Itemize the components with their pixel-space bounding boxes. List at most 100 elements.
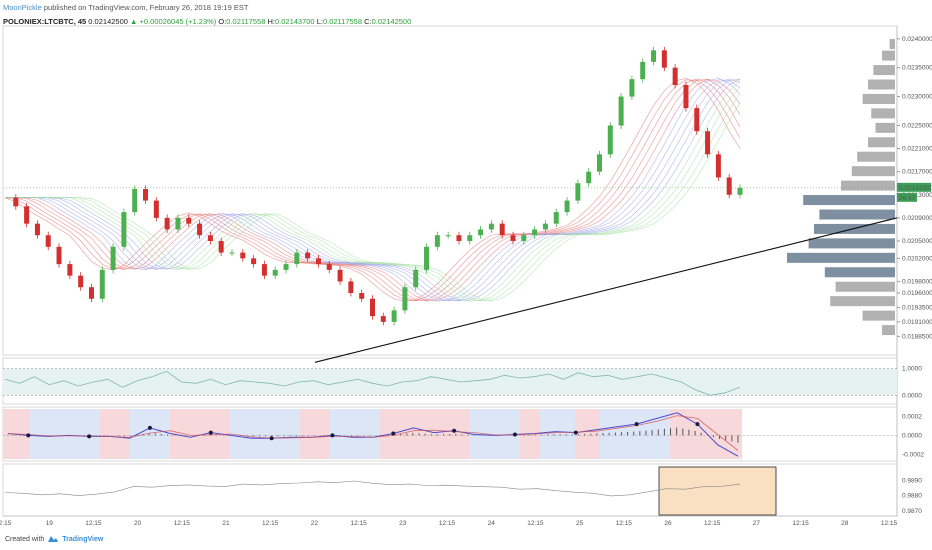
- ohlc-bar: POLONIEX:LTCBTC, 45 0.02142500 ▲ +0.0002…: [3, 17, 411, 26]
- candle-body: [542, 223, 548, 230]
- macd-cross-dot: [573, 430, 578, 435]
- highlight-box: [658, 466, 777, 516]
- candle-body: [272, 269, 278, 276]
- ratio-tick-label: 0.9880: [902, 493, 922, 500]
- candle-body: [532, 229, 538, 236]
- author-link[interactable]: MoonPickle: [3, 3, 42, 12]
- candle-body: [110, 246, 116, 270]
- ma-ribbon-line: [5, 79, 741, 301]
- candle-body: [251, 258, 257, 265]
- volume-profile-bar: [787, 252, 895, 263]
- macd-cross-dot: [391, 431, 396, 436]
- candle-body: [683, 85, 689, 109]
- candle-body: [488, 223, 494, 230]
- footer: Created with TradingView: [5, 536, 103, 543]
- candle-body: [510, 235, 516, 241]
- low-label: L:: [316, 17, 323, 26]
- open-value: 0.02117558: [226, 17, 266, 26]
- macd-tick-label: 0.0000: [902, 432, 922, 439]
- time-tick-label: 19: [46, 520, 54, 527]
- time-tick-label: 12:15: [174, 520, 191, 527]
- candle-body: [305, 252, 311, 259]
- ratio-line: [4, 480, 741, 497]
- time-tick-label: 12:15: [616, 520, 633, 527]
- candle-body: [99, 269, 105, 299]
- current-time-tag: [897, 192, 917, 202]
- time-tick-label: 28: [841, 520, 849, 527]
- candle-body: [56, 246, 62, 265]
- volume-profile-bar: [862, 93, 895, 104]
- volume-profile-bar: [841, 180, 895, 191]
- tradingview-logo-icon: [48, 536, 59, 543]
- candle-body: [370, 298, 375, 317]
- current-price-label: 0.02142500: [899, 185, 932, 192]
- macd-signal-line: [7, 415, 739, 451]
- candle-body: [467, 235, 473, 241]
- oscillator-tick-label: 1.0000: [902, 366, 922, 373]
- publish-info: MoonPickle published on TradingView.com,…: [3, 3, 248, 12]
- symbol-label: POLONIEX:LTCBTC, 45: [3, 17, 87, 26]
- candle-body: [413, 269, 419, 288]
- candle-body: [586, 171, 592, 184]
- candle-body: [197, 223, 203, 236]
- ratio-tick-label: 0.9870: [902, 508, 922, 515]
- volume-profile-bar: [882, 325, 895, 336]
- ma-ribbon-line: [4, 78, 741, 302]
- candle-body: [596, 154, 602, 172]
- volume-profile-bar: [862, 310, 895, 321]
- time-tick-label: 22: [311, 520, 319, 527]
- volume-profile-bar: [868, 137, 895, 148]
- ma-ribbon-line: [5, 79, 741, 301]
- candle-body: [359, 293, 365, 299]
- volume-profile-bar: [868, 79, 895, 90]
- volume-profile-bar: [882, 50, 895, 61]
- candle-body: [67, 264, 73, 276]
- macd-bg-band: [670, 409, 742, 459]
- volume-profile-bar: [875, 122, 895, 133]
- candle-body: [337, 269, 343, 282]
- tradingview-brand[interactable]: TradingView: [62, 536, 104, 543]
- candle-body: [424, 246, 430, 270]
- candle-body: [445, 235, 451, 237]
- time-tick-label: 25: [576, 520, 584, 527]
- macd-cross-dot: [269, 436, 274, 441]
- volume-profile-bar: [835, 281, 895, 292]
- candle-body: [607, 125, 613, 155]
- volume-profile-bar: [857, 151, 895, 162]
- open-label: O:: [218, 17, 227, 26]
- time-tick-label: 12:15: [704, 520, 721, 527]
- time-tick-label: 12:15: [350, 520, 367, 527]
- candle-body: [434, 235, 440, 247]
- candle-body: [380, 316, 386, 322]
- macd-cross-dot: [147, 425, 152, 430]
- last-price: 0.02142500: [88, 17, 128, 26]
- macd-bg-band: [575, 409, 600, 459]
- candle-body: [726, 177, 732, 195]
- time-tick-label: 21: [222, 520, 230, 527]
- close-label: C:: [364, 17, 372, 26]
- candle-body: [229, 252, 235, 254]
- candle-body: [672, 67, 678, 85]
- macd-bg-band: [130, 409, 170, 459]
- candle-body: [478, 229, 484, 236]
- candle-body: [391, 310, 397, 322]
- macd-tick-label: 0.0002: [902, 414, 922, 421]
- candle-body: [661, 50, 667, 68]
- candle-body: [499, 223, 505, 236]
- macd-bg-band: [300, 409, 330, 459]
- candle-body: [132, 189, 138, 213]
- ma-ribbon-line: [5, 78, 741, 302]
- time-tick-label: 26: [664, 520, 672, 527]
- created-with-text: Created with: [5, 536, 45, 543]
- time-tick-label: 24: [488, 520, 496, 527]
- publish-text: published on TradingView.com, February 2…: [43, 3, 249, 12]
- ma-ribbon-line: [4, 79, 741, 301]
- candle-body: [315, 258, 321, 265]
